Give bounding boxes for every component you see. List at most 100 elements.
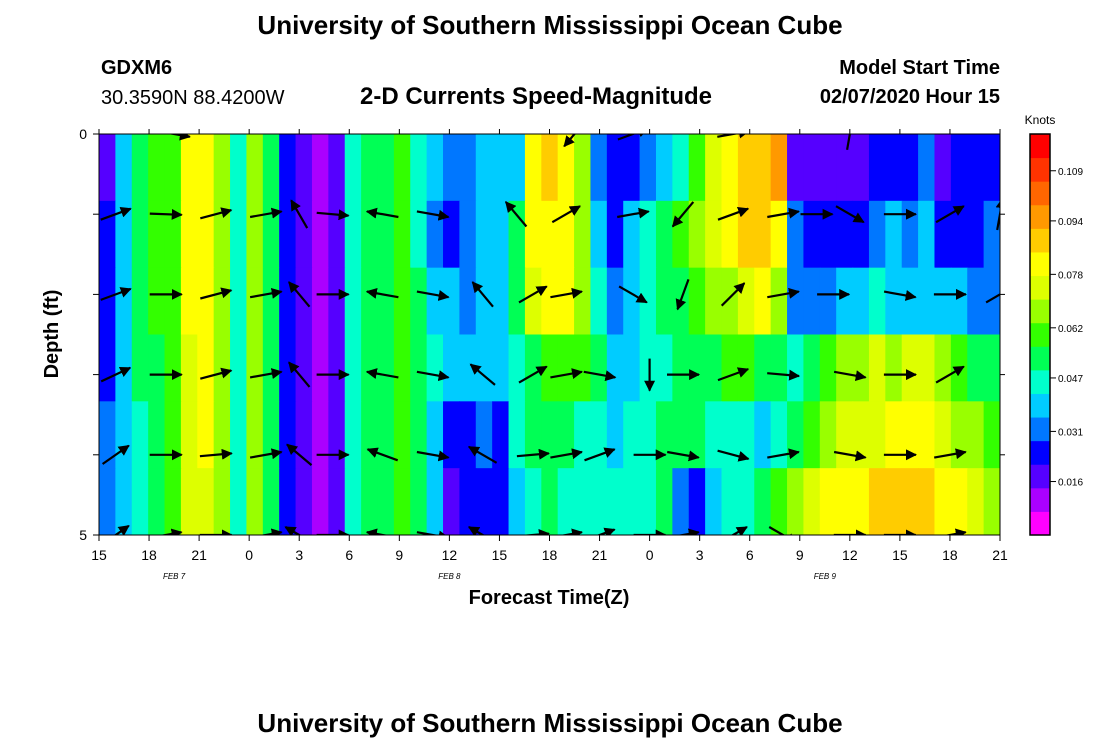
- heatmap-cell: [868, 468, 886, 535]
- heatmap-cell: [459, 334, 477, 402]
- x-tick-label: 15: [892, 547, 908, 563]
- current-vector: [471, 281, 494, 308]
- current-vector: [767, 207, 800, 219]
- current-vector: [416, 370, 450, 382]
- heatmap-cell: [672, 468, 690, 535]
- x-tick-label: 21: [592, 547, 608, 563]
- heatmap-cell: [377, 267, 395, 336]
- current-vector: [100, 366, 132, 383]
- current-vector: [290, 199, 309, 229]
- heatmap-cell: [148, 134, 166, 202]
- current-vector: [416, 530, 450, 535]
- current-vector: [671, 201, 695, 228]
- colorbar-segment: [1030, 251, 1050, 277]
- heatmap-cell: [344, 334, 362, 402]
- heatmap-cell: [639, 334, 657, 402]
- heatmap-cell: [737, 134, 755, 202]
- heatmap-cell: [852, 267, 870, 336]
- current-vector: [717, 367, 750, 382]
- heatmap-cell: [868, 200, 886, 269]
- heatmap-cell: [737, 334, 755, 402]
- heatmap-cell: [688, 134, 706, 202]
- heatmap-cell: [311, 134, 329, 202]
- colorbar: Knots 0.016 0.031 0.047 0.062 0.078 0.094 0.109: [1025, 113, 1083, 536]
- current-vector: [717, 206, 750, 221]
- heatmap-cell: [197, 134, 215, 202]
- heatmap-cell: [148, 334, 166, 402]
- colorbar-tick-label: 0.094: [1058, 217, 1083, 228]
- heatmap-cell: [705, 401, 723, 469]
- colorbar-segment: [1030, 393, 1050, 418]
- current-vector: [416, 450, 450, 462]
- heatmap-cell: [852, 134, 870, 202]
- heatmap-cell: [672, 134, 690, 202]
- heatmap-cell: [590, 468, 608, 535]
- heatmap-cell: [672, 334, 690, 402]
- current-vector: [596, 527, 616, 535]
- colorbar-tick-label: 0.062: [1058, 324, 1083, 335]
- heatmap-cell: [459, 468, 477, 535]
- heatmap-cell: [737, 468, 755, 535]
- heatmap-cell: [246, 401, 264, 469]
- heatmap-cell: [279, 134, 297, 202]
- heatmap-cell: [721, 334, 739, 402]
- x-tick-label: 6: [345, 547, 353, 563]
- heatmap-cell: [606, 134, 624, 202]
- heatmap-cell: [492, 134, 510, 202]
- heatmap-cell: [115, 200, 133, 269]
- heatmap-cell: [934, 334, 952, 402]
- heatmap-cell: [836, 468, 854, 535]
- heatmap-cell: [295, 334, 313, 402]
- heatmap-cell: [508, 334, 526, 402]
- current-vector: [199, 448, 233, 460]
- heatmap-cell: [967, 468, 985, 535]
- heatmap-cell: [950, 468, 968, 535]
- x-tick-label: 21: [992, 547, 1008, 563]
- y-axis: 05: [79, 126, 1005, 543]
- heatmap-cell: [361, 401, 379, 469]
- heatmap-cell: [590, 134, 608, 202]
- current-vector: [288, 281, 311, 308]
- heatmap-cell: [393, 334, 411, 402]
- heatmap-cell: [672, 401, 690, 469]
- heatmap-cell: [901, 200, 919, 269]
- heatmap-cell: [328, 267, 346, 336]
- x-tick-label: 3: [696, 547, 704, 563]
- heatmap-cell: [541, 401, 559, 469]
- heatmap-cell: [148, 267, 166, 336]
- heatmap-cell: [983, 334, 1000, 402]
- heatmap-cell: [787, 334, 805, 402]
- heatmap-cell: [164, 134, 182, 202]
- current-vector: [200, 207, 233, 220]
- heatmap-cell: [541, 334, 559, 402]
- heatmap-cell: [230, 334, 248, 402]
- current-vector: [365, 528, 389, 535]
- current-vector: [467, 445, 498, 464]
- heatmap-cell: [508, 468, 526, 535]
- heatmap-cell: [262, 200, 280, 269]
- heatmap-cell: [885, 267, 903, 336]
- x-tick-label: 15: [91, 547, 107, 563]
- heatmap-cell: [655, 267, 673, 336]
- colorbar-segment: [1030, 228, 1050, 253]
- current-vector: [550, 287, 583, 299]
- heatmap-cell: [557, 401, 575, 469]
- heatmap-cell: [393, 468, 411, 535]
- heatmap-cell: [901, 401, 919, 469]
- heatmap-cell: [262, 134, 280, 202]
- heatmap-cell: [99, 468, 116, 535]
- heatmap-cell: [836, 334, 854, 402]
- current-vector: [675, 279, 690, 311]
- heatmap-cell: [770, 401, 788, 469]
- heatmap-cell: [328, 468, 346, 535]
- heatmap-cell: [344, 267, 362, 336]
- heatmap-cell: [557, 134, 575, 202]
- heatmap-cell: [361, 267, 379, 336]
- heatmap-cell: [164, 468, 182, 535]
- current-vector: [563, 134, 576, 148]
- current-vector: [520, 528, 550, 535]
- heatmap-cell: [705, 200, 723, 269]
- heatmap-cell: [197, 200, 215, 269]
- heatmap-cell: [541, 468, 559, 535]
- heatmap-cell: [393, 134, 411, 202]
